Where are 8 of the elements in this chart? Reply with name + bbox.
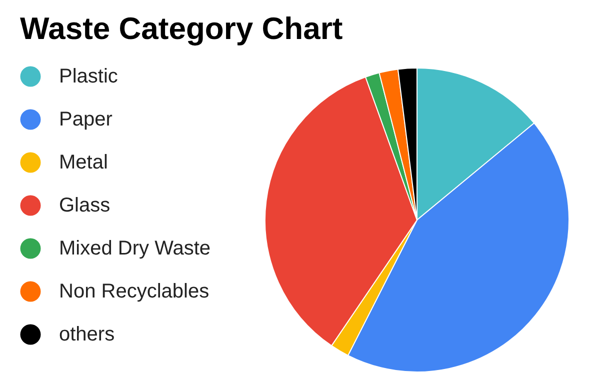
legend-label: Non Recyclables: [59, 280, 210, 302]
chart-title: Waste Category Chart: [20, 11, 343, 46]
legend-label: Mixed Dry Waste: [59, 238, 211, 260]
legend-label: Paper: [59, 108, 113, 130]
legend-label: others: [59, 324, 115, 346]
legend-label: Metal: [59, 152, 108, 174]
legend-label: Plastic: [59, 66, 118, 88]
legend-label: Glass: [59, 194, 110, 216]
